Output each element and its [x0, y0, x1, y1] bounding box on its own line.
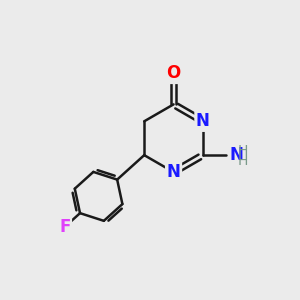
Text: F: F	[59, 218, 70, 236]
Text: N: N	[230, 146, 243, 164]
Text: H: H	[237, 154, 248, 168]
Text: H: H	[237, 144, 248, 158]
Text: N: N	[167, 163, 181, 181]
Text: O: O	[167, 64, 181, 82]
Text: N: N	[196, 112, 210, 130]
